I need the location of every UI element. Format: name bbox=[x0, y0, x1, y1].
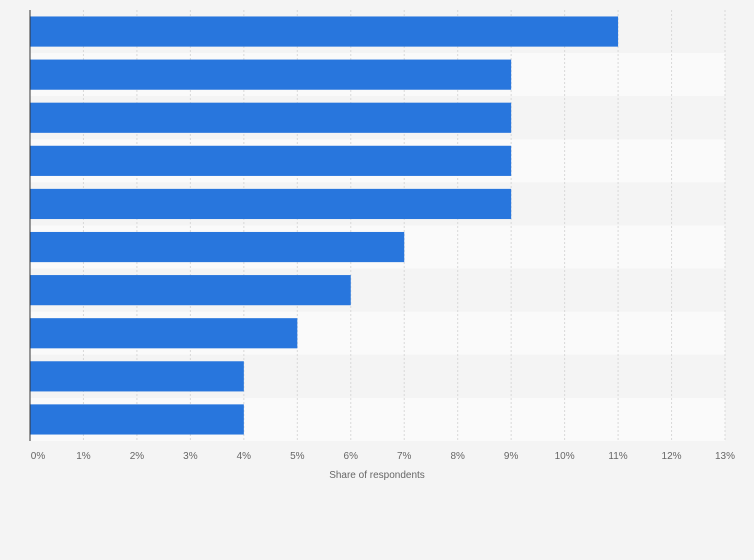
bar[interactable] bbox=[30, 404, 244, 435]
x-tick-label: 0% bbox=[31, 451, 46, 462]
bar[interactable] bbox=[30, 188, 512, 220]
x-tick-label: 1% bbox=[76, 451, 91, 462]
x-axis-title: Share of respondents bbox=[329, 470, 425, 481]
x-tick-label: 6% bbox=[344, 451, 359, 462]
x-axis-tick-labels: 0% 1% 2% 3% 4% 5% 6% 7% 8% 9% 10% 11% 12% 13% bbox=[31, 451, 735, 462]
bar[interactable] bbox=[30, 275, 351, 306]
bar[interactable] bbox=[30, 231, 405, 263]
x-tick-label: 8% bbox=[450, 451, 465, 462]
x-tick-label: 5% bbox=[290, 451, 305, 462]
x-tick-label: 2% bbox=[130, 451, 145, 462]
x-tick-label: 7% bbox=[397, 451, 412, 462]
bar[interactable] bbox=[30, 145, 512, 176]
bars bbox=[30, 16, 619, 435]
x-tick-label: 13% bbox=[715, 451, 735, 462]
x-tick-label: 3% bbox=[183, 451, 198, 462]
x-tick-label: 10% bbox=[555, 451, 575, 462]
x-tick-label: 4% bbox=[237, 451, 252, 462]
bar[interactable] bbox=[30, 16, 619, 47]
x-tick-label: 9% bbox=[504, 451, 519, 462]
bar[interactable] bbox=[30, 318, 298, 349]
bar[interactable] bbox=[30, 59, 512, 90]
bar[interactable] bbox=[30, 361, 244, 392]
x-tick-label: 11% bbox=[608, 451, 627, 462]
x-tick-label: 12% bbox=[662, 451, 682, 462]
bar[interactable] bbox=[30, 102, 512, 133]
